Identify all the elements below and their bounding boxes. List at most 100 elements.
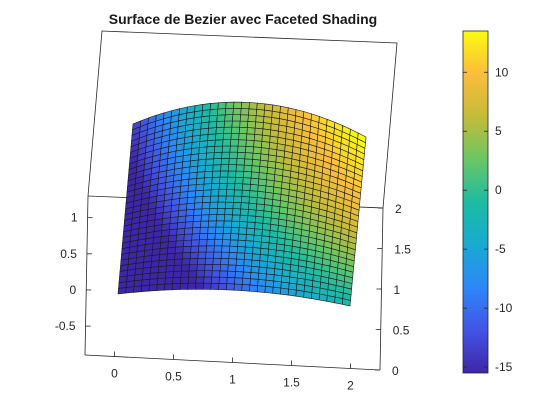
surface-facet bbox=[264, 285, 274, 294]
surface-facet bbox=[357, 132, 367, 144]
surface-facet bbox=[220, 257, 230, 266]
surface-facet bbox=[214, 233, 224, 240]
surface-facet bbox=[204, 264, 214, 272]
surface-facet bbox=[235, 264, 245, 273]
surface-facet bbox=[257, 178, 267, 187]
surface-facet bbox=[253, 133, 263, 142]
surface-facet bbox=[225, 189, 235, 197]
surface-facet bbox=[236, 151, 246, 160]
surface-facet bbox=[224, 207, 234, 216]
surface-facet bbox=[188, 264, 198, 272]
surface-facet bbox=[251, 259, 261, 268]
surface-facet bbox=[239, 208, 249, 216]
surface-facet bbox=[232, 114, 242, 122]
surface-facet bbox=[189, 257, 199, 266]
surface-facet bbox=[211, 264, 221, 272]
surface-facet bbox=[240, 202, 250, 210]
y-tick-label: 0.5 bbox=[393, 324, 410, 338]
chart-title: Surface de Bezier avec Faceted Shading bbox=[109, 11, 377, 27]
surface-facet bbox=[202, 189, 212, 197]
surface-facet bbox=[249, 278, 259, 286]
surface-facet bbox=[237, 139, 247, 147]
surface-facet bbox=[230, 233, 240, 241]
x-tick-label: 1 bbox=[229, 373, 236, 387]
surface-facet bbox=[203, 270, 213, 278]
surface-facet bbox=[250, 177, 260, 186]
surface-facet bbox=[214, 239, 223, 247]
surface-facet bbox=[236, 246, 246, 254]
surface-facet bbox=[234, 183, 244, 191]
surface-facet bbox=[226, 276, 236, 285]
surface-facet bbox=[252, 152, 262, 161]
surface-facet bbox=[256, 197, 266, 205]
surface-facet bbox=[171, 283, 181, 291]
surface-facet bbox=[225, 101, 235, 109]
surface-facet bbox=[179, 282, 189, 290]
surface-facet bbox=[213, 151, 223, 160]
surface-facet bbox=[249, 190, 259, 198]
surface-facet bbox=[199, 134, 209, 142]
surface-facet bbox=[239, 114, 249, 122]
surface-facet bbox=[238, 126, 248, 135]
surface-facet bbox=[176, 221, 186, 230]
surface-facet bbox=[213, 251, 222, 259]
surface-facet bbox=[182, 252, 192, 260]
surface-facet bbox=[202, 195, 212, 203]
surface-facet bbox=[177, 209, 187, 218]
surface-facet bbox=[235, 164, 245, 172]
colorbar-ticks: -15 -10 -5 0 5 10 bbox=[463, 65, 513, 374]
surface-facet bbox=[261, 235, 270, 244]
surface-facet bbox=[240, 195, 250, 204]
surface-facet bbox=[198, 245, 208, 253]
surface-facet bbox=[229, 245, 238, 254]
surface-facet bbox=[248, 196, 258, 205]
surface-facet bbox=[218, 276, 228, 284]
surface-facet bbox=[195, 183, 205, 192]
surface-facet bbox=[256, 190, 266, 199]
surface-facet bbox=[240, 108, 250, 116]
surface-facet bbox=[168, 234, 178, 243]
surface-facet bbox=[196, 171, 206, 179]
surface-facet bbox=[220, 158, 230, 166]
surface-facet bbox=[196, 270, 205, 278]
surface-facet bbox=[157, 265, 167, 273]
surface-facet bbox=[186, 202, 196, 211]
surface-facet bbox=[186, 105, 196, 114]
surface-facet bbox=[214, 139, 224, 147]
surface-facet bbox=[254, 215, 264, 224]
surface-facet bbox=[242, 170, 252, 179]
surface-facet bbox=[223, 214, 233, 222]
surface-facet bbox=[195, 276, 205, 284]
surface-facet bbox=[167, 246, 177, 255]
surface-facet bbox=[230, 139, 239, 147]
y-tick-label: 0 bbox=[392, 364, 399, 378]
surface-facet bbox=[249, 183, 259, 192]
surface-facet bbox=[231, 126, 241, 134]
surface-facet bbox=[156, 277, 166, 285]
surface-facet bbox=[207, 220, 217, 228]
surface-facet bbox=[251, 158, 261, 167]
surface-facet bbox=[248, 202, 258, 211]
surface-facet bbox=[141, 278, 151, 287]
surface-facet bbox=[254, 121, 264, 130]
surface-facet bbox=[264, 103, 274, 112]
surface-facet bbox=[196, 264, 206, 272]
surface-facet bbox=[203, 177, 213, 185]
surface-facet bbox=[174, 246, 184, 254]
surface-facet bbox=[250, 265, 260, 274]
surface-facet bbox=[206, 145, 216, 154]
surface-facet bbox=[180, 276, 189, 284]
surface-facet bbox=[182, 245, 192, 254]
surface-facet bbox=[198, 146, 208, 155]
surface-facet bbox=[241, 284, 251, 292]
surface-facet bbox=[233, 101, 243, 109]
surface-facet bbox=[169, 216, 179, 224]
surface-facet bbox=[172, 276, 182, 285]
surface-facet bbox=[229, 239, 239, 247]
surface-facet bbox=[232, 108, 242, 116]
surface-facet bbox=[185, 215, 195, 223]
surface-facet bbox=[177, 215, 187, 224]
x-tick-label: 0 bbox=[111, 367, 118, 381]
surface-facet bbox=[208, 207, 218, 216]
surface-facet bbox=[199, 127, 209, 136]
